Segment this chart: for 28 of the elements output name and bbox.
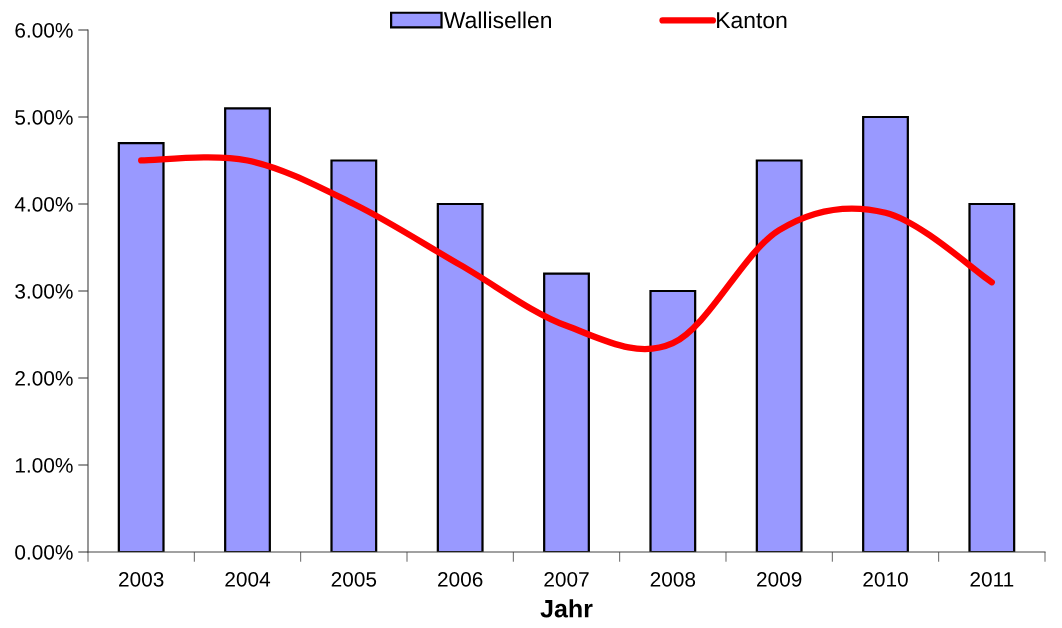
x-tick-label: 2009 [757,571,802,587]
bar [436,202,484,552]
legend-label: Wallisellen [443,11,551,29]
y-tick-label: 0.00% [15,545,73,560]
bar [543,272,590,552]
y-tick-label: 4.00% [14,197,73,212]
bar [649,289,697,552]
y-tick-label: 5.00% [15,110,73,125]
y-tick-label: 1.00% [15,458,73,473]
x-tick-label: 2003 [119,571,164,587]
x-tick-label: 2010 [863,571,908,587]
x-tick-label: 2007 [544,571,589,587]
x-tick-label: 2005 [331,571,377,587]
y-tick-label: 3.00% [15,284,73,299]
bar [755,159,803,552]
x-tick-label: 2004 [225,571,271,587]
bar [224,107,271,552]
x-tick-label: 2006 [438,571,483,587]
bar [330,159,378,552]
y-tick-label: 2.00% [15,371,73,386]
x-axis-title: Jahr [540,599,593,618]
x-tick-label: 2008 [650,571,696,587]
y-tick-label: 6.00% [15,23,73,38]
bar [117,141,165,552]
bar [862,115,909,552]
bar [968,202,1016,552]
legend-label: Kanton [717,12,787,29]
x-tick-label: 2011 [970,571,1014,587]
